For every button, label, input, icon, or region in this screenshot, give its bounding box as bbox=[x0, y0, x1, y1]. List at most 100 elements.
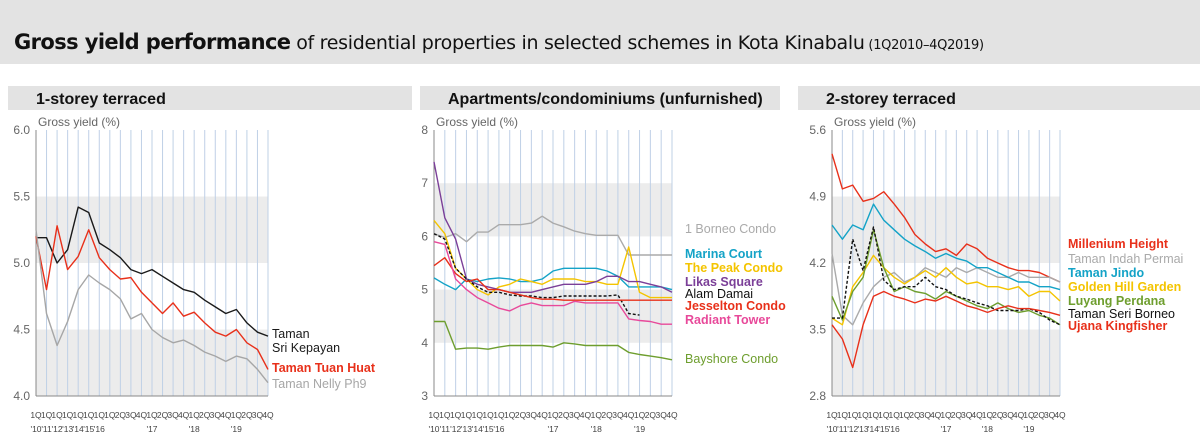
x-tick-label: 1Q bbox=[634, 410, 646, 420]
y-tick-label: 5.6 bbox=[809, 123, 826, 137]
series-line bbox=[35, 225, 269, 370]
x-tick-label: 1Q bbox=[146, 410, 158, 420]
y-tick-label: 4.2 bbox=[809, 256, 826, 270]
legend-label: Taman Nelly Ph9 bbox=[272, 377, 367, 391]
y-axis-label: Gross yield (%) bbox=[834, 115, 916, 129]
x-year-label: '10 bbox=[826, 424, 837, 434]
x-tick-label: 2Q bbox=[1034, 410, 1046, 420]
x-tick-label: 2Q bbox=[909, 410, 921, 420]
legend-label: Marina Court bbox=[685, 247, 763, 261]
x-year-label: '10 bbox=[30, 424, 41, 434]
x-tick-label: 1Q bbox=[940, 410, 952, 420]
chart-panel-1: 1-storey terraced 6.0 5.5 5.0 4.5 4.0 Gross yi… bbox=[8, 86, 412, 434]
x-tick-label: 2Q bbox=[515, 410, 527, 420]
y-tick-label: 4.5 bbox=[13, 323, 30, 337]
x-tick-label: 1Q bbox=[189, 410, 201, 420]
legend-label: Likas Square bbox=[685, 275, 763, 289]
panel-title: 1-storey terraced bbox=[36, 91, 166, 108]
series-line bbox=[831, 253, 1061, 326]
legend-label: 1 Borneo Condo bbox=[685, 222, 776, 236]
x-year-label: '11 bbox=[837, 424, 848, 434]
x-tick-label: 4Q bbox=[971, 410, 983, 420]
series-line bbox=[831, 203, 1061, 291]
legend-label: Luyang Perdana bbox=[1068, 294, 1166, 308]
x-tick-label: 3Q bbox=[1044, 410, 1056, 420]
x-tick-label: 4Q bbox=[623, 410, 635, 420]
legend-label: Radiant Tower bbox=[685, 313, 770, 327]
x-tick-label: 2Q bbox=[157, 410, 169, 420]
x-year-label: '16 bbox=[94, 424, 105, 434]
x-year-label: '13 bbox=[858, 424, 869, 434]
series-line bbox=[832, 226, 1061, 326]
series-line bbox=[433, 241, 672, 325]
y-tick-label: 5.0 bbox=[13, 256, 30, 270]
x-tick-label: 1Q bbox=[62, 410, 74, 420]
x-tick-label: 1Q bbox=[547, 410, 559, 420]
x-year-label: '14 bbox=[73, 424, 84, 434]
x-tick-label: 4Q bbox=[666, 410, 678, 420]
title-bar: Gross yield performance of residential p… bbox=[0, 0, 1200, 64]
x-tick-label: 4Q bbox=[537, 410, 549, 420]
x-tick-label: 3Q bbox=[656, 410, 668, 420]
legend-label-line: Sri Kepayan bbox=[272, 341, 340, 355]
x-tick-label: 1Q bbox=[428, 410, 440, 420]
x-year-label: '10 bbox=[428, 424, 439, 434]
x-tick-label: 4Q bbox=[1013, 410, 1025, 420]
title-bold: Gross yield performance bbox=[14, 30, 291, 54]
legend-label-line: Taman bbox=[272, 327, 310, 341]
x-year-label: '16 bbox=[493, 424, 504, 434]
x-year-label: '19 bbox=[634, 424, 645, 434]
series-line bbox=[831, 290, 1061, 369]
x-year-label: '19 bbox=[1023, 424, 1034, 434]
series-line bbox=[831, 153, 1061, 283]
x-tick-label: 4Q bbox=[262, 410, 274, 420]
legend-label: Bayshore Condo bbox=[685, 352, 778, 366]
x-tick-label: 2Q bbox=[115, 410, 127, 420]
panel-title: 2-storey terraced bbox=[826, 91, 956, 108]
legend-label: The Peak Condo bbox=[685, 261, 783, 275]
x-year-label: '14 bbox=[472, 424, 483, 434]
page-title: Gross yield performance of residential p… bbox=[14, 30, 984, 54]
x-tick-label: 3Q bbox=[125, 410, 137, 420]
panel-title: Apartments/condominiums (unfurnished) bbox=[448, 91, 763, 108]
x-tick-label: 1Q bbox=[826, 410, 838, 420]
x-year-label: '18 bbox=[982, 424, 993, 434]
x-tick-label: 2Q bbox=[645, 410, 657, 420]
x-tick-label: 3Q bbox=[1003, 410, 1015, 420]
x-tick-label: 1Q bbox=[472, 410, 484, 420]
series-line bbox=[433, 233, 640, 316]
x-year-label: '12 bbox=[450, 424, 461, 434]
series-line bbox=[433, 267, 673, 291]
x-tick-label: 2Q bbox=[199, 410, 211, 420]
y-tick-label: 4.0 bbox=[13, 389, 30, 403]
title-rest: of residential properties in selected sc… bbox=[290, 32, 865, 54]
series-line bbox=[36, 206, 269, 337]
legend-label: Ujana Kingfisher bbox=[1068, 319, 1167, 333]
x-tick-label: 1Q bbox=[878, 410, 890, 420]
x-tick-label: 1Q bbox=[504, 410, 516, 420]
x-year-label: '15 bbox=[83, 424, 94, 434]
x-tick-label: 2Q bbox=[951, 410, 963, 420]
series-line bbox=[433, 161, 673, 293]
x-tick-label: 1Q bbox=[857, 410, 869, 420]
x-tick-label: 1Q bbox=[41, 410, 53, 420]
x-tick-label: 2Q bbox=[558, 410, 570, 420]
x-tick-label: 1Q bbox=[30, 410, 42, 420]
x-tick-label: 1Q bbox=[591, 410, 603, 420]
legend-label: Alam Damai bbox=[685, 287, 753, 301]
y-tick-label: 8 bbox=[421, 123, 428, 137]
x-tick-label: 1Q bbox=[493, 410, 505, 420]
x-tick-label: 1Q bbox=[461, 410, 473, 420]
y-tick-label: 6.0 bbox=[13, 123, 30, 137]
x-year-label: '17 bbox=[940, 424, 951, 434]
x-year-label: '14 bbox=[868, 424, 879, 434]
y-tick-label: 4.9 bbox=[809, 190, 826, 204]
x-tick-label: 4Q bbox=[136, 410, 148, 420]
x-year-label: '13 bbox=[461, 424, 472, 434]
x-year-label: '11 bbox=[440, 424, 451, 434]
x-tick-label: 1Q bbox=[837, 410, 849, 420]
x-tick-label: 1Q bbox=[94, 410, 106, 420]
y-tick-label: 3.5 bbox=[809, 323, 826, 337]
title-period: (1Q2010–4Q2019) bbox=[864, 38, 984, 53]
x-tick-label: 1Q bbox=[104, 410, 116, 420]
